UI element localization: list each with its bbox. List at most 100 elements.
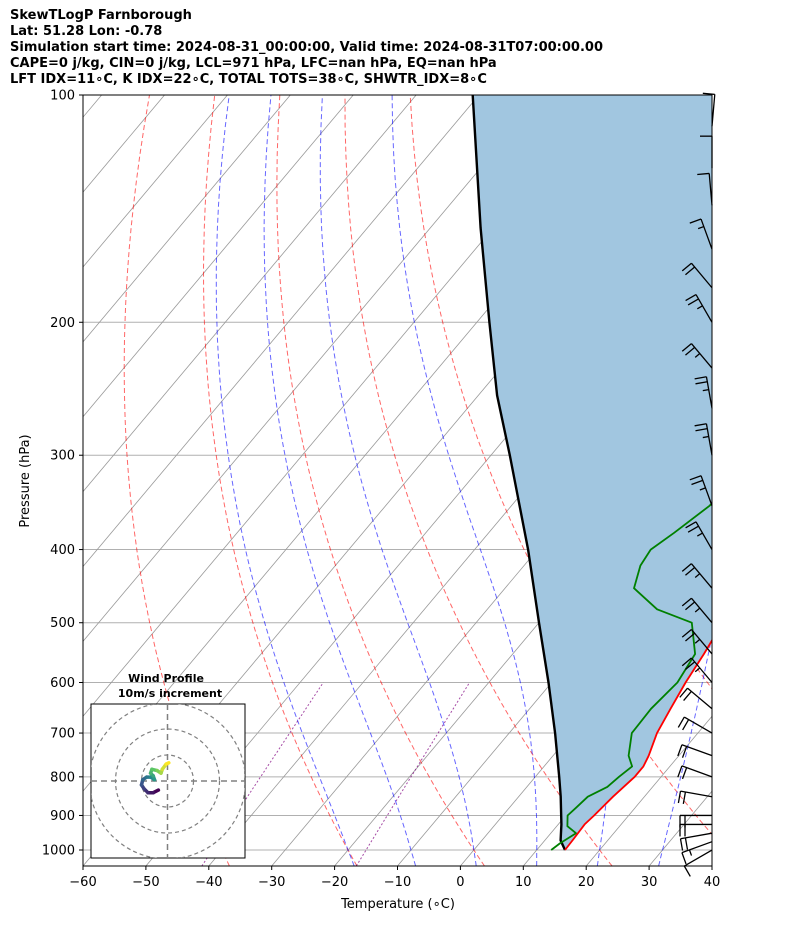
wind-barb — [694, 376, 713, 409]
axis-ticks: −60 −50 −40 −30 −20 −10 0 10 20 30 40 100 200 300 400 5… — [42, 89, 720, 891]
moist-adiabat — [658, 95, 712, 866]
barb-flag — [685, 632, 696, 642]
x-tick-label: 10 — [515, 875, 532, 890]
hodograph-segment — [164, 761, 171, 766]
barb-flag — [695, 381, 708, 385]
y-tick-label: 300 — [50, 449, 75, 464]
location-line: Lat: 51.28 Lon: -0.78 — [10, 24, 163, 39]
barb-flag — [681, 767, 688, 780]
dry-adiabat — [736, 95, 794, 866]
x-tick-label: 40 — [704, 875, 721, 890]
barb-flag — [677, 765, 683, 778]
x-axis-label: Temperature (∘C) — [340, 897, 455, 912]
dry-adiabat — [276, 95, 485, 866]
wind-barb — [677, 716, 713, 734]
barb-staff — [683, 849, 713, 867]
cape-line: CAPE=0 j/kg, CIN=0 j/kg, LCL=971 hPa, LF… — [10, 56, 497, 71]
plot-area — [83, 95, 794, 866]
y-tick-label: 400 — [50, 543, 75, 558]
barb-half-flag — [688, 849, 693, 856]
wind-barb — [681, 628, 713, 655]
barb-half-flag — [702, 435, 709, 439]
chart-title: SkewTLogP Farnborough — [10, 8, 192, 23]
barb-flag — [694, 423, 707, 427]
isotherm-line — [83, 95, 543, 642]
x-tick-label: 20 — [578, 875, 595, 890]
barb-half-flag — [694, 607, 701, 613]
barb-flag — [677, 744, 683, 757]
barb-flag — [695, 427, 708, 432]
barb-staff — [700, 218, 713, 250]
wind-barbs — [677, 92, 716, 877]
temperature-profile-line — [564, 638, 712, 851]
dry-adiabat — [202, 95, 358, 866]
barb-staff — [695, 294, 713, 323]
wind-barb — [677, 790, 713, 804]
barb-flag — [681, 563, 692, 572]
wind-barb — [677, 765, 713, 780]
barb-flag — [685, 266, 696, 276]
y-tick-label: 800 — [50, 770, 75, 785]
barb-staff — [695, 521, 713, 550]
barb-flag — [702, 92, 715, 96]
wind-barb — [681, 597, 713, 624]
isotherm-line — [83, 95, 480, 568]
moist-adiabat — [391, 95, 538, 866]
hodograph-subtitle: 10m/s increment — [118, 687, 222, 700]
y-tick-label: 700 — [50, 727, 75, 742]
isotherm-line — [83, 95, 354, 418]
y-tick-label: 200 — [50, 316, 75, 331]
y-tick-label: 100 — [50, 89, 75, 104]
barb-flag — [681, 746, 688, 758]
wind-barb — [681, 841, 713, 865]
barb-flag — [681, 852, 687, 865]
x-tick-label: −10 — [384, 875, 411, 890]
wind-barb — [681, 262, 713, 289]
barb-flag — [685, 346, 696, 356]
barb-flag — [689, 218, 702, 224]
barb-half-flag — [694, 353, 701, 358]
barb-flag — [682, 719, 690, 731]
barb-flag — [681, 628, 692, 638]
isotherm-line — [83, 95, 291, 343]
barb-flag — [685, 601, 696, 611]
barb-staff — [690, 343, 713, 369]
time-line: Simulation start time: 2024-08-31_00:00:… — [10, 40, 603, 55]
y-tick-label: 1000 — [42, 844, 75, 859]
index-line: LFT IDX=11∘C, K IDX=22∘C, TOTAL TOTS=38∘… — [10, 72, 487, 87]
wind-barb — [683, 849, 713, 877]
barb-half-flag — [694, 667, 701, 673]
wind-barb — [685, 521, 713, 550]
barb-flag — [683, 865, 691, 877]
wind-barb — [679, 814, 712, 828]
barb-staff — [680, 832, 713, 840]
wind-barb — [700, 135, 713, 169]
barb-staff — [690, 262, 713, 289]
wind-barb — [681, 343, 713, 369]
barb-flag — [687, 525, 699, 533]
barb-half-flag — [696, 532, 703, 537]
moist-adiabat — [263, 95, 417, 866]
barb-flag — [694, 376, 707, 380]
x-tick-label: −40 — [195, 875, 222, 890]
wind-barb — [702, 92, 716, 127]
y-tick-label: 500 — [50, 616, 75, 631]
isotherm-line — [83, 95, 228, 268]
x-tick-label: 0 — [456, 875, 464, 890]
barb-flag — [681, 262, 692, 272]
barb-flag — [681, 343, 692, 352]
barb-flag — [685, 661, 696, 671]
x-tick-label: −20 — [321, 875, 348, 890]
barb-flag — [677, 791, 682, 804]
barb-staff — [690, 563, 713, 589]
barb-flag — [685, 294, 697, 302]
wind-barb — [679, 687, 713, 710]
barb-half-flag — [696, 305, 703, 310]
y-tick-label: 900 — [50, 809, 75, 824]
wind-barb — [694, 423, 713, 456]
wind-barb — [681, 657, 713, 683]
barb-flag — [679, 687, 688, 698]
barb-flag — [685, 521, 697, 529]
moist-adiabat — [720, 95, 794, 866]
